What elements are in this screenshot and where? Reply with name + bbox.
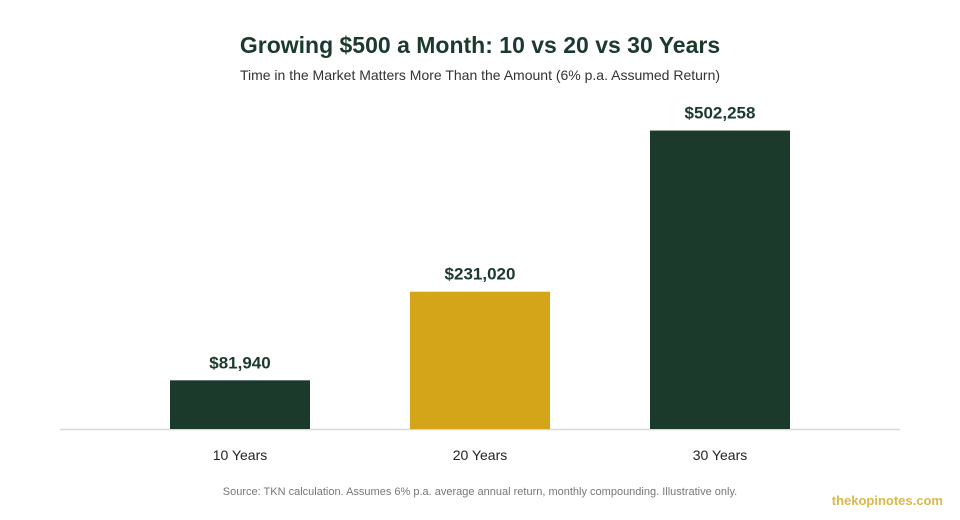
x-tick-label: 30 Years	[693, 447, 748, 463]
bar-value-label: $502,258	[685, 104, 756, 123]
bar-value-label: $81,940	[209, 353, 270, 372]
source-note: Source: TKN calculation. Assumes 6% p.a.…	[222, 486, 738, 498]
chart-subtitle: Time in the Market Matters More Than the…	[239, 67, 721, 83]
x-tick-label: 20 Years	[453, 447, 508, 463]
bar-3	[650, 130, 790, 429]
bar-chart: $81,940 10 Years $231,020 20 Years $502,258 3…	[60, 104, 900, 463]
bar-1	[170, 380, 310, 429]
x-tick-label: 10 Years	[213, 447, 268, 463]
bar-value-label: $231,020	[445, 265, 516, 284]
chart-title: Growing $500 a Month: 10 vs 20 vs 30 Yea…	[239, 32, 721, 58]
brand-watermark: thekopinotes.com	[831, 493, 943, 508]
bar-2	[410, 291, 550, 429]
